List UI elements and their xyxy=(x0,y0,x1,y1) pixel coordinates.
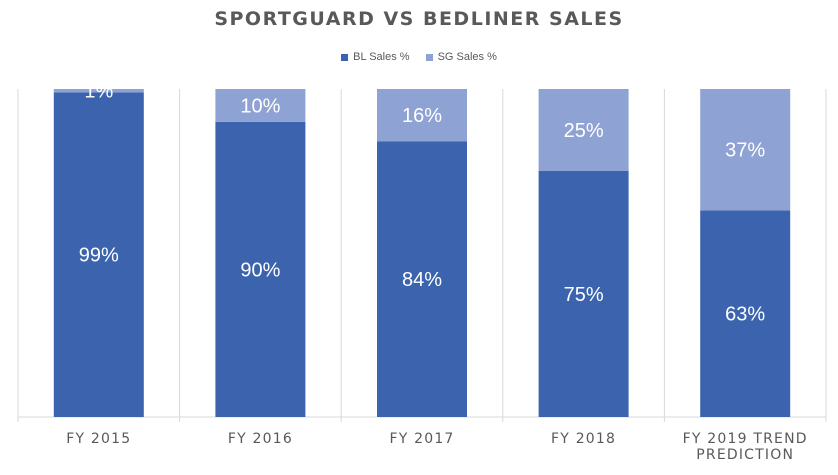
data-label-sg: 37% xyxy=(725,140,765,162)
bar-sg xyxy=(377,89,467,142)
x-tick-label: FY 2019 TREND xyxy=(683,431,808,447)
data-label-bl: 84% xyxy=(402,269,442,291)
x-tick-label: PREDICTION xyxy=(696,447,794,463)
legend-swatch-bl xyxy=(341,53,349,61)
data-label-sg: 1% xyxy=(84,81,113,103)
legend-label-bl: BL Sales % xyxy=(353,51,410,63)
x-tick-label: FY 2017 xyxy=(389,431,454,447)
x-tick-label: FY 2016 xyxy=(228,431,293,447)
bar-sg xyxy=(215,89,306,122)
chart-title: SPORTGUARD VS BEDLINER SALES xyxy=(214,8,624,30)
data-label-bl: 63% xyxy=(725,304,765,326)
data-label-bl: 75% xyxy=(564,284,604,306)
bar-bl xyxy=(538,171,629,417)
legend: BL Sales % SG Sales % xyxy=(0,51,838,63)
bar-sg xyxy=(700,89,791,211)
data-label-sg: 16% xyxy=(402,105,442,127)
bar-bl xyxy=(215,121,306,418)
legend-item-bl: BL Sales % xyxy=(341,51,410,63)
legend-label-sg: SG Sales % xyxy=(437,51,497,63)
x-tick-label: FY 2018 xyxy=(551,431,616,447)
data-label-bl: 90% xyxy=(240,259,280,281)
bar-bl xyxy=(377,141,467,418)
bar-bl xyxy=(700,210,791,417)
legend-swatch-sg xyxy=(425,53,433,61)
legend-item-sg: SG Sales % xyxy=(425,51,497,63)
bar-sg xyxy=(538,89,629,171)
bar-bl xyxy=(53,92,144,417)
data-label-sg: 10% xyxy=(240,95,280,117)
data-label-bl: 99% xyxy=(79,245,119,267)
bar-sg xyxy=(53,89,144,93)
x-tick-label: FY 2015 xyxy=(66,431,131,447)
data-label-sg: 25% xyxy=(564,120,604,142)
